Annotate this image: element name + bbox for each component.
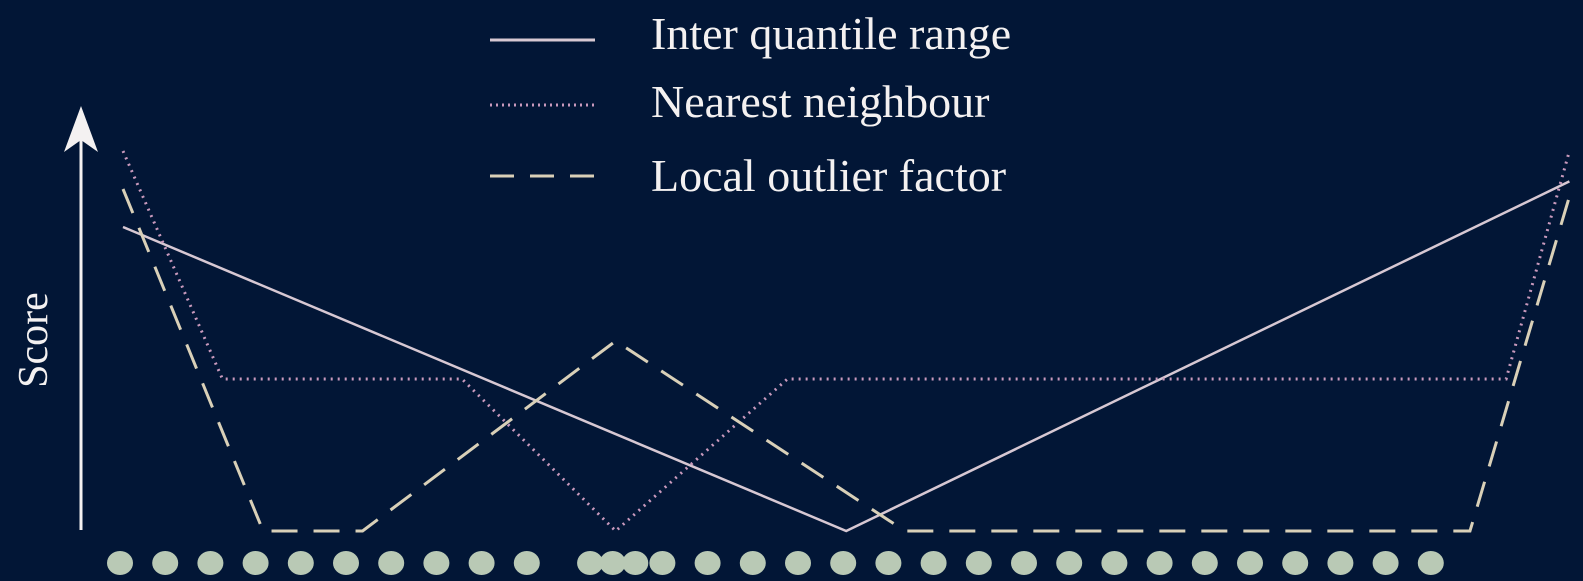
data-dot xyxy=(920,551,947,575)
legend-label-local-outlier-factor: Local outlier factor xyxy=(651,150,1006,201)
data-dot xyxy=(739,551,766,575)
data-dot xyxy=(1011,551,1037,575)
data-dot xyxy=(107,551,133,575)
data-dot xyxy=(649,551,676,575)
data-dot xyxy=(1327,551,1354,575)
y-axis-label: Score xyxy=(11,292,57,388)
data-dot xyxy=(242,551,269,575)
series-line-nearest-neighbour xyxy=(121,150,1571,534)
y-axis-arrowhead-icon xyxy=(64,106,98,152)
legend-label-nearest-neighbour: Nearest neighbour xyxy=(651,76,990,127)
data-dot xyxy=(577,551,604,575)
data-dot xyxy=(830,551,857,575)
data-dot xyxy=(1237,551,1263,575)
data-dot xyxy=(423,551,450,575)
data-dot xyxy=(1282,551,1309,575)
data-dot xyxy=(1101,551,1128,575)
data-dots xyxy=(107,551,1444,575)
data-dot xyxy=(152,551,179,575)
legend-label-inter-quantile-range: Inter quantile range xyxy=(651,8,1011,59)
data-dot xyxy=(785,551,811,575)
series-line-local-outlier-factor xyxy=(121,188,1571,533)
series-layer xyxy=(121,150,1571,534)
data-dot xyxy=(694,551,721,575)
data-dot xyxy=(468,551,495,575)
data-dot xyxy=(513,551,540,575)
data-dot xyxy=(1146,551,1173,575)
data-dot xyxy=(1056,551,1083,575)
series-line-inter-quantile-range xyxy=(122,180,1570,533)
data-dot xyxy=(622,551,649,575)
data-dot xyxy=(875,551,902,575)
data-dot xyxy=(287,551,314,575)
data-dot xyxy=(1191,551,1218,575)
data-dot xyxy=(1372,551,1399,575)
data-dot xyxy=(965,551,992,575)
data-dot xyxy=(197,551,224,575)
legend: Inter quantile range Nearest neighbour L… xyxy=(490,8,1011,201)
data-dot xyxy=(599,551,626,575)
data-dot xyxy=(333,551,359,575)
data-dot xyxy=(1417,551,1444,575)
data-dot xyxy=(378,551,405,575)
